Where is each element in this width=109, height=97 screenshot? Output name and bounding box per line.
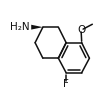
Polygon shape [31,25,43,30]
Text: H₂N: H₂N [10,22,29,32]
Text: F: F [63,79,69,89]
Text: O: O [77,25,86,35]
